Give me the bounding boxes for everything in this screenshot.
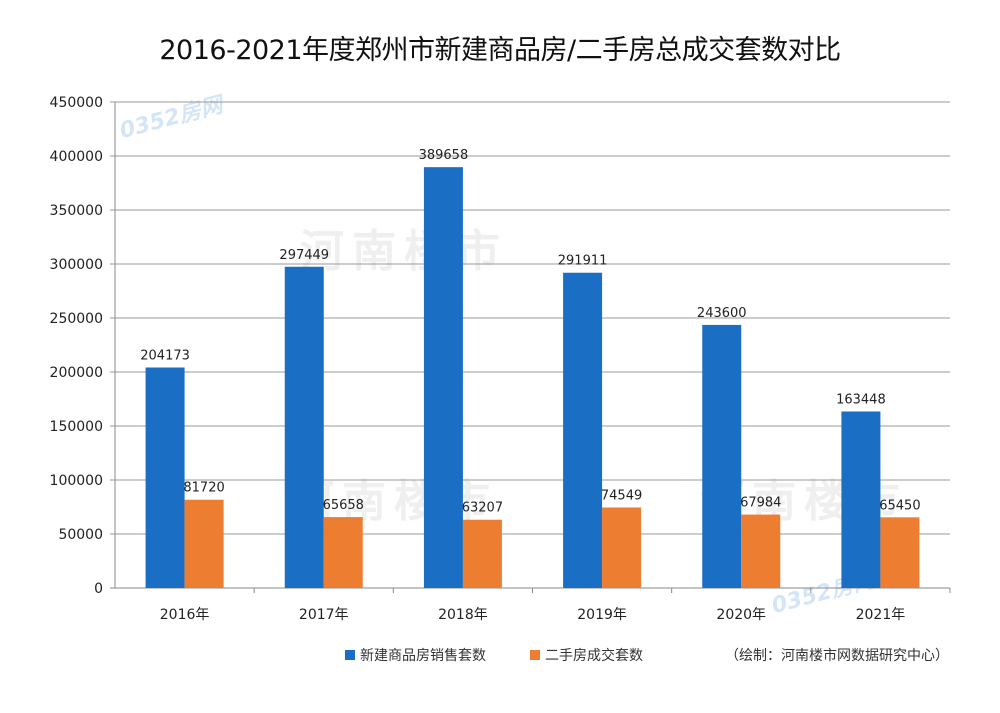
data-label: 63207 (462, 501, 503, 516)
y-tick-label: 450000 (50, 95, 103, 111)
legend-swatch (530, 650, 540, 660)
legend-item-new-homes: 新建商品房销售套数 (345, 645, 486, 665)
bar-second-hand (602, 507, 642, 588)
data-label: 65658 (323, 498, 364, 513)
x-tick-label: 2017年 (299, 607, 349, 623)
data-label: 297449 (279, 248, 329, 263)
legend-item-second-hand: 二手房成交套数 (530, 645, 643, 665)
data-label: 65450 (879, 498, 920, 513)
watermark: 河南楼市 (300, 226, 508, 277)
data-label: 81720 (183, 481, 224, 496)
x-tick-label: 2020年 (716, 607, 766, 623)
bar-new-homes (841, 411, 881, 588)
bar-second-hand (462, 519, 502, 588)
bar-second-hand (184, 499, 224, 588)
legend-label: 二手房成交套数 (545, 648, 643, 664)
y-tick-label: 50000 (58, 527, 103, 543)
y-tick-label: 0 (94, 581, 103, 597)
legend-label: 新建商品房销售套数 (360, 648, 486, 664)
bar-new-homes (284, 266, 324, 588)
chart-title: 2016-2021年度郑州市新建商品房/二手房总成交套数对比 (159, 35, 841, 66)
data-label: 163448 (836, 392, 886, 407)
data-label: 74549 (601, 488, 642, 503)
data-label: 389658 (419, 148, 469, 163)
bar-new-homes (145, 367, 185, 588)
bar-second-hand (741, 514, 781, 588)
bar-new-homes (563, 272, 603, 588)
y-tick-label: 350000 (50, 203, 103, 219)
y-tick-label: 200000 (50, 365, 103, 381)
source-note: （绘制：河南楼市网数据研究中心） (725, 648, 949, 664)
data-label: 243600 (697, 306, 747, 321)
y-tick-label: 100000 (50, 473, 103, 489)
x-tick-label: 2016年 (160, 607, 210, 623)
legend-swatch (345, 650, 355, 660)
x-tick-label: 2018年 (438, 607, 488, 623)
data-label: 67984 (740, 496, 781, 511)
y-tick-label: 250000 (50, 311, 103, 327)
bar-second-hand (323, 517, 363, 588)
bar-second-hand (880, 517, 920, 588)
y-tick-label: 300000 (50, 257, 103, 273)
x-tick-label: 2019年 (577, 607, 627, 623)
y-tick-label: 150000 (50, 419, 103, 435)
x-tick-label: 2021年 (856, 607, 906, 623)
data-label: 204173 (140, 348, 190, 363)
bar-new-homes (702, 324, 742, 588)
y-tick-label: 400000 (50, 149, 103, 165)
data-label: 291911 (558, 254, 608, 269)
bar-new-homes (423, 167, 463, 588)
